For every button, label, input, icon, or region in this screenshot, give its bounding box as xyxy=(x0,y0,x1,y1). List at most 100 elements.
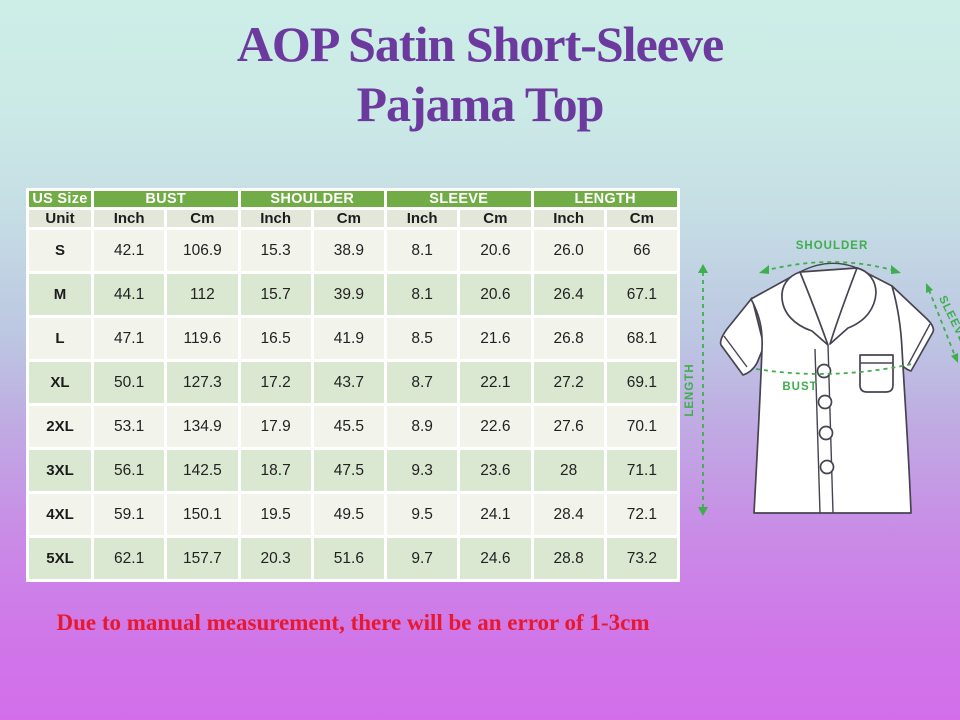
measurement-cell: 8.9 xyxy=(387,406,458,447)
measurement-cell: 47.1 xyxy=(94,318,165,359)
measurement-cell: 24.6 xyxy=(460,538,531,579)
left-cuff-line xyxy=(723,335,748,368)
bust-line xyxy=(755,363,913,375)
measurement-cell: 27.6 xyxy=(533,406,604,447)
left-sleeve xyxy=(719,297,765,376)
page-title-line1: AOP Satin Short-Sleeve xyxy=(236,16,724,72)
measurement-cell: 26.4 xyxy=(533,274,604,315)
measurement-cell: 39.9 xyxy=(313,274,384,315)
column-header-us-size: US Size xyxy=(29,191,91,207)
measurement-cell: 69.1 xyxy=(606,362,677,403)
measurement-cell: 56.1 xyxy=(94,450,165,491)
measurement-cell: 72.1 xyxy=(606,494,677,535)
arrowhead-icon xyxy=(698,507,708,516)
page-title: AOP Satin Short-Sleeve Pajama Top xyxy=(0,14,960,134)
measurement-cell: 43.7 xyxy=(313,362,384,403)
button-icon xyxy=(816,363,832,379)
table-row-3xl: 3XL 56.1 142.5 18.7 47.5 9.3 23.6 28 71.… xyxy=(29,450,677,491)
table-row-s: S 42.1 106.9 15.3 38.9 8.1 20.6 26.0 66 xyxy=(29,230,677,271)
unit-cell: Inch xyxy=(94,210,165,227)
size-chart-table: US Size BUST SHOULDER SLEEVE LENGTH Unit… xyxy=(26,188,680,582)
shirt-illustration xyxy=(719,262,935,514)
measurement-cell: 41.9 xyxy=(313,318,384,359)
measurement-cell: 20.6 xyxy=(460,230,531,271)
unit-cell: Cm xyxy=(313,210,384,227)
shoulder-label: SHOULDER xyxy=(796,240,869,252)
collar-back xyxy=(799,262,858,273)
table-row-2xl: 2XL 53.1 134.9 17.9 45.5 8.9 22.6 27.6 7… xyxy=(29,406,677,447)
measurement-cell: 24.1 xyxy=(460,494,531,535)
size-cell: 2XL xyxy=(29,406,91,447)
column-header-sleeve: SLEEVE xyxy=(387,191,531,207)
unit-header-row: Unit Inch Cm Inch Cm Inch Cm Inch Cm xyxy=(29,210,677,227)
measurement-cell: 70.1 xyxy=(606,406,677,447)
table-row-xl: XL 50.1 127.3 17.2 43.7 8.7 22.1 27.2 69… xyxy=(29,362,677,403)
measurement-cell: 49.5 xyxy=(313,494,384,535)
size-cell: XL xyxy=(29,362,91,403)
unit-cell: Unit xyxy=(29,210,91,227)
size-cell: M xyxy=(29,274,91,315)
right-lapel xyxy=(829,267,877,345)
measurement-cell: 134.9 xyxy=(167,406,238,447)
measurement-cell: 26.0 xyxy=(533,230,604,271)
measurement-cell: 67.1 xyxy=(606,274,677,315)
measurement-cell: 127.3 xyxy=(167,362,238,403)
measurement-cell: 18.7 xyxy=(240,450,311,491)
table-row-5xl: 5XL 62.1 157.7 20.3 51.6 9.7 24.6 28.8 7… xyxy=(29,538,677,579)
measurement-cell: 27.2 xyxy=(533,362,604,403)
size-cell: 5XL xyxy=(29,538,91,579)
measurement-cell: 53.1 xyxy=(94,406,165,447)
column-header-shoulder: SHOULDER xyxy=(240,191,384,207)
measurement-cell: 8.1 xyxy=(387,274,458,315)
measurement-cell: 150.1 xyxy=(167,494,238,535)
measurement-cell: 68.1 xyxy=(606,318,677,359)
table-row-l: L 47.1 119.6 16.5 41.9 8.5 21.6 26.8 68.… xyxy=(29,318,677,359)
table-header-row: US Size BUST SHOULDER SLEEVE LENGTH xyxy=(29,191,677,207)
measurement-cell: 38.9 xyxy=(313,230,384,271)
arrowhead-icon xyxy=(926,283,933,293)
measurement-cell: 9.5 xyxy=(387,494,458,535)
measurement-cell: 106.9 xyxy=(167,230,238,271)
measurement-cell: 73.2 xyxy=(606,538,677,579)
column-header-length: LENGTH xyxy=(533,191,677,207)
size-cell: 4XL xyxy=(29,494,91,535)
measurement-cell: 45.5 xyxy=(313,406,384,447)
chest-pocket xyxy=(859,354,894,393)
measurement-cell: 44.1 xyxy=(94,274,165,315)
measurement-cell: 28.8 xyxy=(533,538,604,579)
unit-cell: Inch xyxy=(533,210,604,227)
unit-cell: Cm xyxy=(606,210,677,227)
measurement-cell: 17.9 xyxy=(240,406,311,447)
measurement-cell: 20.3 xyxy=(240,538,311,579)
button-icon xyxy=(817,394,833,410)
measurement-cell: 119.6 xyxy=(167,318,238,359)
measurement-cell: 59.1 xyxy=(94,494,165,535)
measurement-cell: 8.1 xyxy=(387,230,458,271)
measurement-cell: 47.5 xyxy=(313,450,384,491)
left-lapel xyxy=(781,271,829,346)
measurement-cell: 50.1 xyxy=(94,362,165,403)
measurement-cell: 22.6 xyxy=(460,406,531,447)
measurement-cell: 8.5 xyxy=(387,318,458,359)
measurement-cell: 157.7 xyxy=(167,538,238,579)
measurement-cell: 28.4 xyxy=(533,494,604,535)
measurement-cell: 15.7 xyxy=(240,274,311,315)
arrowhead-icon xyxy=(891,265,901,274)
arrowhead-icon xyxy=(759,265,769,274)
measurement-cell: 17.2 xyxy=(240,362,311,403)
unit-cell: Inch xyxy=(240,210,311,227)
measurement-cell: 62.1 xyxy=(94,538,165,579)
unit-cell: Cm xyxy=(167,210,238,227)
measurement-cell: 66 xyxy=(606,230,677,271)
length-label: LENGTH xyxy=(684,363,696,416)
measurement-cell: 112 xyxy=(167,274,238,315)
size-cell: 3XL xyxy=(29,450,91,491)
measurement-note: Due to manual measurement, there will be… xyxy=(56,610,650,635)
shoulder-arrow xyxy=(763,261,897,272)
page-title-line2: Pajama Top xyxy=(356,76,604,132)
measurement-cell: 23.6 xyxy=(460,450,531,491)
size-cell: L xyxy=(29,318,91,359)
measurement-cell: 71.1 xyxy=(606,450,677,491)
measurement-cell: 20.6 xyxy=(460,274,531,315)
